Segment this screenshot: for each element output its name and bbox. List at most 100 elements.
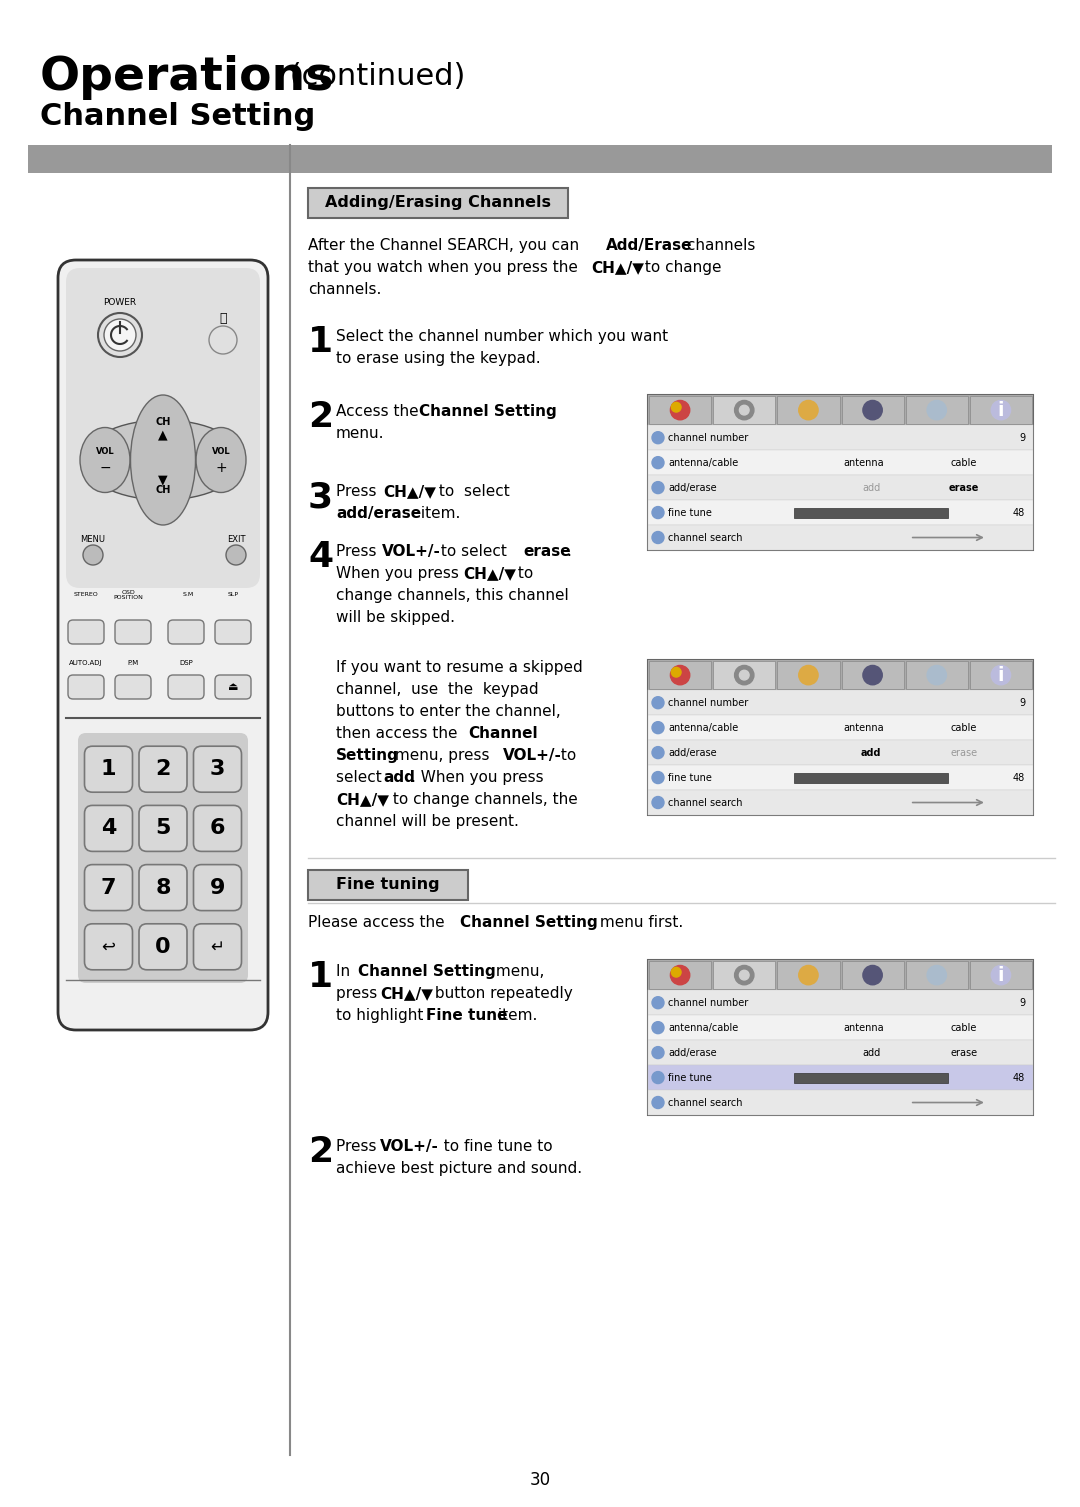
Circle shape xyxy=(652,1097,664,1109)
Text: Select the channel number which you want: Select the channel number which you want xyxy=(336,329,669,344)
Bar xyxy=(794,1073,948,1082)
Circle shape xyxy=(991,666,1011,684)
Bar xyxy=(713,396,775,425)
Text: add/erase: add/erase xyxy=(669,747,717,758)
FancyBboxPatch shape xyxy=(84,924,133,971)
Bar xyxy=(906,396,968,425)
Circle shape xyxy=(671,401,690,420)
Text: add: add xyxy=(862,1047,880,1058)
Text: SLP: SLP xyxy=(228,592,239,597)
Text: MENU: MENU xyxy=(81,535,106,544)
Text: 3: 3 xyxy=(210,760,226,779)
Bar xyxy=(648,395,1032,425)
Circle shape xyxy=(863,666,882,684)
Bar xyxy=(648,425,1032,451)
FancyBboxPatch shape xyxy=(66,268,260,588)
Text: 1: 1 xyxy=(308,326,333,359)
FancyBboxPatch shape xyxy=(114,675,151,699)
Text: 9: 9 xyxy=(1018,698,1025,708)
Text: antenna: antenna xyxy=(843,723,883,732)
Text: VOL+/-: VOL+/- xyxy=(503,747,562,763)
Text: −: − xyxy=(99,461,111,475)
Bar xyxy=(648,790,1032,815)
Text: +: + xyxy=(215,461,227,475)
Text: When you press: When you press xyxy=(336,567,463,582)
Text: fine tune: fine tune xyxy=(669,508,712,517)
Text: 9: 9 xyxy=(210,877,226,898)
Text: menu,: menu, xyxy=(491,964,544,980)
Circle shape xyxy=(652,746,664,758)
FancyBboxPatch shape xyxy=(193,805,242,851)
FancyBboxPatch shape xyxy=(193,865,242,910)
Text: Setting: Setting xyxy=(336,747,399,763)
Text: After the Channel SEARCH, you can: After the Channel SEARCH, you can xyxy=(308,238,584,253)
Text: 48: 48 xyxy=(1013,508,1025,517)
Text: 8: 8 xyxy=(156,877,171,898)
Text: Press: Press xyxy=(336,1139,381,1154)
Text: CH▲/▼: CH▲/▼ xyxy=(383,484,436,499)
Text: 9: 9 xyxy=(1018,998,1025,1008)
Text: change channels, this channel: change channels, this channel xyxy=(336,588,569,603)
Text: .: . xyxy=(566,544,571,559)
Text: In: In xyxy=(336,964,355,980)
Text: add/erase: add/erase xyxy=(669,482,717,493)
Text: Operations: Operations xyxy=(40,54,335,99)
Bar xyxy=(648,395,1032,550)
Text: S.M: S.M xyxy=(183,592,193,597)
Text: achieve best picture and sound.: achieve best picture and sound. xyxy=(336,1160,582,1175)
Text: 1: 1 xyxy=(100,760,117,779)
Text: VOL+/-: VOL+/- xyxy=(382,544,441,559)
Text: channel,  use  the  keypad: channel, use the keypad xyxy=(336,683,539,698)
Bar xyxy=(648,740,1032,766)
Text: menu.: menu. xyxy=(336,426,384,442)
Text: 4: 4 xyxy=(100,818,117,838)
Circle shape xyxy=(671,666,690,684)
Circle shape xyxy=(863,966,882,984)
Circle shape xyxy=(991,966,1011,984)
Text: AUTO.ADJ: AUTO.ADJ xyxy=(69,660,103,666)
Circle shape xyxy=(652,506,664,518)
Text: antenna/cable: antenna/cable xyxy=(669,1023,739,1032)
Text: CH▲/▼: CH▲/▼ xyxy=(591,261,644,274)
Text: to highlight: to highlight xyxy=(336,1008,429,1023)
Text: to: to xyxy=(513,567,534,582)
Circle shape xyxy=(740,971,750,980)
Text: Channel Setting: Channel Setting xyxy=(357,964,496,980)
Text: CH: CH xyxy=(156,417,171,426)
FancyBboxPatch shape xyxy=(139,746,187,793)
FancyBboxPatch shape xyxy=(139,924,187,971)
Circle shape xyxy=(740,405,750,414)
Text: CH▲/▼: CH▲/▼ xyxy=(463,567,516,582)
Circle shape xyxy=(652,996,664,1008)
Bar xyxy=(648,524,1032,550)
Circle shape xyxy=(652,797,664,809)
Text: VOL: VOL xyxy=(212,448,230,457)
Text: 30: 30 xyxy=(529,1471,551,1489)
Bar xyxy=(970,396,1032,425)
Text: add/erase: add/erase xyxy=(336,506,421,521)
Text: channel search: channel search xyxy=(669,532,743,543)
FancyBboxPatch shape xyxy=(215,619,251,643)
Circle shape xyxy=(672,668,681,677)
Text: buttons to enter the channel,: buttons to enter the channel, xyxy=(336,704,561,719)
Circle shape xyxy=(734,966,754,984)
Bar xyxy=(841,662,904,689)
Bar xyxy=(648,1065,1032,1090)
Bar xyxy=(648,716,1032,740)
Bar xyxy=(28,145,1052,173)
Text: 2: 2 xyxy=(308,399,333,434)
Text: DSP: DSP xyxy=(179,660,193,666)
Circle shape xyxy=(652,696,664,708)
Circle shape xyxy=(991,401,1011,420)
Text: VOL+/-: VOL+/- xyxy=(380,1139,438,1154)
FancyBboxPatch shape xyxy=(78,732,248,983)
Text: erase: erase xyxy=(950,1047,977,1058)
Ellipse shape xyxy=(131,395,195,524)
Circle shape xyxy=(652,1022,664,1034)
Text: item.: item. xyxy=(492,1008,538,1023)
Text: i: i xyxy=(998,666,1004,684)
Bar xyxy=(308,870,468,900)
Text: to select: to select xyxy=(436,544,512,559)
Bar xyxy=(841,961,904,989)
Text: add: add xyxy=(383,770,415,785)
